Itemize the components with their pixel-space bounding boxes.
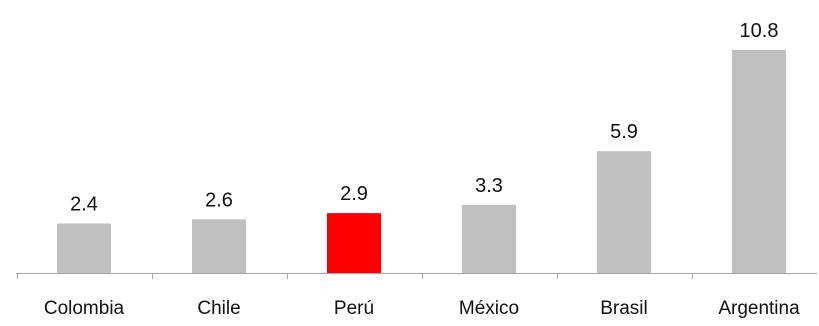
- data-label: 5.9: [610, 121, 638, 143]
- bar-brasil: [597, 151, 651, 273]
- bar-méxico: [462, 204, 516, 273]
- x-tick-label: Perú: [334, 298, 374, 319]
- data-label: 2.6: [205, 189, 233, 211]
- data-label: 2.4: [70, 193, 98, 215]
- data-label: 3.3: [475, 175, 503, 197]
- bar-perú: [327, 213, 381, 273]
- labels-layer: 2.4 Colombia 2.6 Chile 2.9 Perú 3.3 México 5.9 Br…: [44, 20, 800, 319]
- bar-colombia: [57, 223, 111, 273]
- bar-argentina: [732, 49, 786, 274]
- axis-layer: [16, 273, 817, 279]
- x-tick-label: Argentina: [718, 298, 800, 319]
- x-tick-label: Chile: [197, 298, 240, 319]
- bars-layer: [57, 49, 786, 274]
- x-tick-label: Colombia: [44, 298, 125, 319]
- data-label: 2.9: [340, 183, 368, 205]
- data-label: 10.8: [740, 20, 779, 42]
- bar-chile: [192, 219, 246, 273]
- x-tick-label: Brasil: [600, 298, 648, 319]
- x-tick-label: México: [459, 298, 519, 319]
